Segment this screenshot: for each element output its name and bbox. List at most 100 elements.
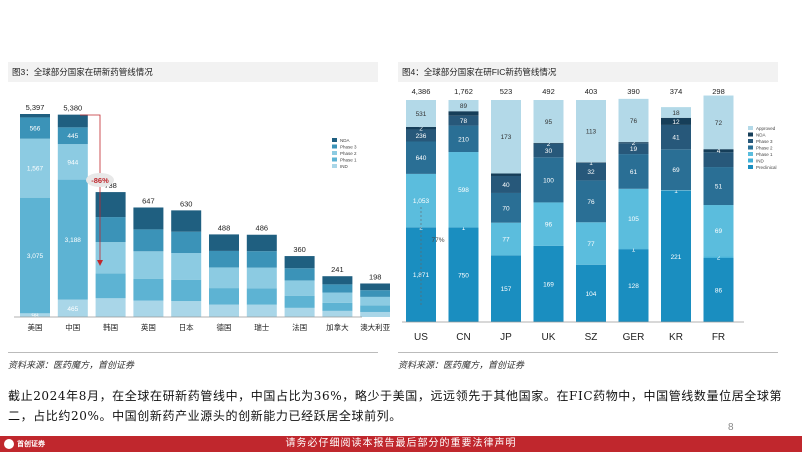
bar-德国-seg2 bbox=[209, 267, 239, 289]
label-GER-Phase 2: 61 bbox=[630, 169, 638, 176]
xtick-KR: KR bbox=[669, 332, 683, 343]
legend-label-Approved: Approved bbox=[756, 126, 776, 131]
label-FR-NDA: 4 bbox=[717, 148, 721, 155]
legend-label-Phase 2: Phase 2 bbox=[340, 151, 357, 156]
body-paragraph: 截止2024年8月，在全球在研新药管线中，中国占比为36%，略少于美国，远远领先… bbox=[8, 389, 783, 423]
bar-UK-Phase 1 bbox=[533, 202, 564, 246]
label-KR-Phase 3: 41 bbox=[672, 135, 680, 142]
bar-瑞士-seg0 bbox=[246, 304, 277, 317]
label-GER-Preclinical: 128 bbox=[628, 283, 639, 290]
label-JP-Preclinical: 157 bbox=[501, 286, 512, 293]
legend-label-Phase 1: Phase 1 bbox=[340, 158, 357, 163]
bar-加拿大-seg3 bbox=[322, 284, 353, 293]
bar-FR-Preclinical bbox=[703, 257, 734, 322]
title-band-2 bbox=[398, 62, 778, 82]
bar-UK-Phase 2 bbox=[533, 157, 564, 203]
bar-FR-Phase 3 bbox=[703, 152, 734, 168]
legend-swatch-Phase 3 bbox=[332, 144, 337, 149]
bar-美国-Phase 1 bbox=[20, 197, 50, 314]
label-SZ-NDA: 1 bbox=[589, 160, 593, 167]
label-UK-Preclinical: 169 bbox=[543, 281, 554, 288]
bar-韩国-seg3 bbox=[95, 217, 126, 243]
total-美国: 5,397 bbox=[26, 103, 45, 112]
label-美国-Phase 3: 566 bbox=[30, 126, 41, 133]
label-UK-NDA: 2 bbox=[547, 141, 551, 148]
title-band bbox=[8, 62, 378, 82]
logo-icon bbox=[4, 439, 14, 449]
bar-GER-Phase 3 bbox=[618, 143, 649, 155]
total-FR: 298 bbox=[712, 87, 725, 96]
legend-swatch-Phase 3 bbox=[748, 139, 753, 143]
bar-KR-Preclinical bbox=[661, 190, 691, 322]
legend-swatch-IND bbox=[332, 164, 337, 168]
xtick-FR: FR bbox=[712, 332, 725, 343]
label-US-Phase 3: 236 bbox=[416, 133, 427, 140]
xtick-CN: CN bbox=[456, 332, 470, 343]
xtick-德国: 德国 bbox=[217, 322, 232, 332]
bar-加拿大-seg1 bbox=[322, 302, 353, 311]
label-US-Phase 2: 640 bbox=[416, 155, 427, 162]
bar-韩国-seg1 bbox=[95, 273, 126, 299]
legend-swatch-Phase 2 bbox=[748, 145, 753, 150]
xtick-瑞士: 瑞士 bbox=[254, 322, 269, 332]
total-加拿大: 241 bbox=[331, 265, 344, 274]
bar-US-Phase 2 bbox=[406, 141, 436, 174]
bar-澳大利亚-seg1 bbox=[360, 305, 390, 312]
bar-SZ-Preclinical bbox=[576, 264, 606, 322]
bar-JP-Phase 1 bbox=[491, 222, 521, 256]
bar-GER-NDA bbox=[618, 142, 649, 144]
bar-法国-seg0 bbox=[284, 307, 315, 317]
legend-label-IND: IND bbox=[756, 159, 765, 164]
bar-日本-seg2 bbox=[171, 253, 202, 280]
xtick-SZ: SZ bbox=[585, 332, 598, 343]
bar-JP-Approved bbox=[491, 100, 521, 174]
bar-韩国-seg4 bbox=[95, 192, 126, 218]
label-CN-Preclinical: 750 bbox=[458, 272, 469, 279]
bar-CN-Phase 3 bbox=[448, 115, 479, 126]
label-GER-Approved: 76 bbox=[630, 118, 638, 125]
chart-global-pipeline: 图3：全球部分国家在研新药管线情况 98 3,075 1,567 566 5,397 美国 4… bbox=[8, 62, 390, 332]
bar-加拿大-seg4 bbox=[322, 276, 353, 285]
label-中国-IND: 465 bbox=[67, 306, 78, 313]
label-CN-Approved: 89 bbox=[460, 103, 468, 110]
bar-英国-seg4 bbox=[133, 207, 164, 230]
bar-GER-Phase 2 bbox=[618, 154, 649, 189]
total-法国: 360 bbox=[293, 245, 306, 254]
bar-加拿大-seg2 bbox=[322, 292, 353, 303]
bar-UK-Phase 3 bbox=[533, 143, 564, 158]
label-FR-Phase 1: 69 bbox=[715, 228, 723, 235]
legend-label-Phase 3: Phase 3 bbox=[340, 145, 357, 150]
bar-澳大利亚-seg2 bbox=[360, 296, 390, 306]
bar-KR-NDA bbox=[661, 117, 691, 125]
xtick-US: US bbox=[414, 332, 428, 343]
bar-GER-Approved bbox=[618, 98, 649, 143]
chart2-title: 图4：全球部分国家在研FIC新药管线情况 bbox=[402, 67, 557, 77]
bar-法国-seg1 bbox=[284, 295, 315, 308]
label-GER-Phase 3: 19 bbox=[630, 146, 638, 153]
label-美国-Phase 1: 3,075 bbox=[27, 253, 44, 260]
bar-韩国-seg0 bbox=[95, 298, 126, 317]
divider-right bbox=[398, 352, 778, 353]
legend-swatch-Preclinical bbox=[748, 165, 753, 169]
xtick-加拿大: 加拿大 bbox=[326, 322, 349, 332]
label-JP-Approved: 173 bbox=[501, 134, 512, 141]
bar-SZ-NDA bbox=[576, 162, 606, 163]
source-left: 资料来源：医药魔方，首创证券 bbox=[8, 361, 135, 371]
bar-FR-NDA bbox=[703, 149, 734, 153]
bar-SZ-Phase 1 bbox=[576, 222, 606, 265]
label-中国-Phase 3: 445 bbox=[67, 133, 78, 140]
bar-GER-Preclinical bbox=[618, 249, 649, 322]
label-SZ-Phase 1: 77 bbox=[587, 241, 595, 248]
bar-中国-Phase 2 bbox=[57, 144, 88, 180]
label-FR-Approved: 72 bbox=[715, 120, 723, 127]
bar-日本-seg3 bbox=[171, 231, 202, 254]
bar-德国-seg1 bbox=[209, 288, 239, 305]
bar-德国-seg4 bbox=[209, 234, 239, 251]
annotation-badge bbox=[86, 173, 114, 187]
bar-KR-Phase 3 bbox=[661, 124, 691, 150]
bar-FR-Approved bbox=[703, 95, 734, 150]
bar-日本-seg0 bbox=[171, 301, 202, 317]
label-JP-Phase 3: 40 bbox=[502, 182, 510, 189]
bar-瑞士-seg2 bbox=[246, 267, 277, 289]
chart-fic-pipeline: 图4：全球部分国家在研FIC新药管线情况1,87121,053640236253… bbox=[398, 62, 778, 343]
